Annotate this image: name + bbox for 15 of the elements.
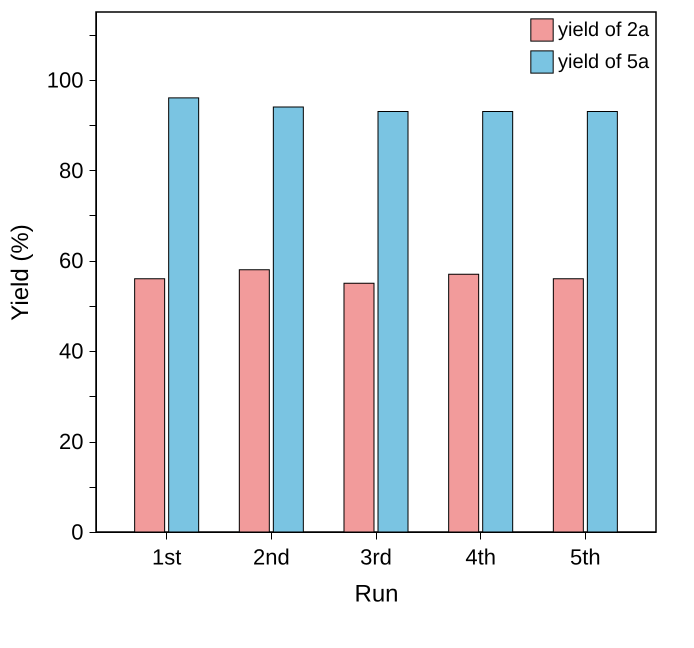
x-tick-label: 1st bbox=[152, 544, 182, 570]
x-tick-label: 5th bbox=[570, 544, 601, 570]
y-tick-label: 20 bbox=[59, 429, 84, 454]
y-tick-label: 80 bbox=[59, 158, 84, 183]
x-tick-label: 4th bbox=[465, 544, 496, 570]
legend-label: yield of 5a bbox=[558, 51, 650, 73]
x-tick-label: 2nd bbox=[252, 544, 290, 570]
y-tick-label: 40 bbox=[59, 338, 84, 364]
x-axis-title: Run bbox=[354, 580, 399, 608]
x-tick-label: 3rd bbox=[360, 544, 392, 570]
legend-label: yield of 2a bbox=[558, 19, 650, 41]
y-tick-label: 0 bbox=[71, 520, 84, 544]
y-tick-label: 100 bbox=[46, 67, 84, 92]
y-tick-label: 60 bbox=[59, 248, 84, 274]
y-axis-title: Yield (%) bbox=[6, 224, 34, 321]
